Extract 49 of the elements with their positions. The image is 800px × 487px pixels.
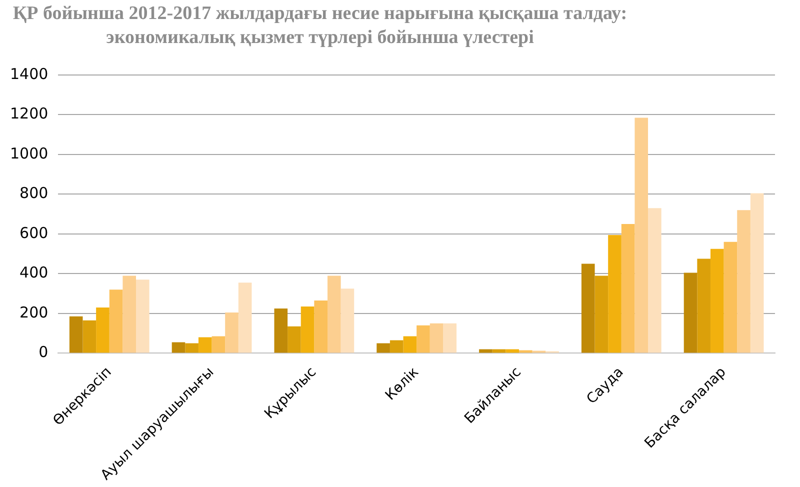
- bar: [479, 349, 492, 353]
- bar: [198, 337, 212, 353]
- bar: [327, 276, 341, 353]
- y-tick-label: 200: [20, 303, 48, 322]
- bar: [518, 350, 532, 353]
- bar: [96, 307, 110, 353]
- bar: [390, 340, 404, 353]
- bar: [737, 210, 750, 353]
- y-tick-label: 0: [38, 343, 48, 362]
- bar: [69, 316, 83, 353]
- bar: [314, 300, 328, 353]
- bar: [82, 320, 96, 353]
- bar: [376, 343, 390, 353]
- bar: [750, 193, 764, 353]
- bar: [724, 242, 738, 353]
- bar: [172, 342, 186, 353]
- bar: [581, 264, 595, 353]
- chart-title: ҚР бойынша 2012-2017 жылдардағы несие нарығына қысқаша талдау: экономикалық қызмет түрлері бойынша үлестері: [12, 2, 628, 50]
- bar: [238, 282, 252, 353]
- y-tick-label: 1200: [10, 104, 48, 123]
- bar: [710, 248, 724, 353]
- bar: [621, 224, 635, 353]
- y-tick-label: 800: [20, 184, 48, 202]
- bar: [492, 349, 506, 353]
- bar: [340, 288, 354, 353]
- bar: [403, 336, 417, 353]
- bar: [594, 276, 608, 353]
- bar: [109, 290, 123, 353]
- bar: [506, 349, 519, 353]
- bar: [634, 118, 648, 353]
- bar: [185, 343, 198, 353]
- bar: [288, 326, 301, 353]
- bar: [274, 308, 288, 353]
- bar: [212, 336, 226, 353]
- y-tick-label: 1400: [10, 64, 48, 83]
- bar: [430, 323, 444, 353]
- bar: [443, 323, 457, 353]
- bar: [608, 234, 622, 353]
- bar: [300, 306, 314, 353]
- y-tick-label: 1000: [10, 144, 48, 162]
- bar: [684, 272, 698, 353]
- bar: [697, 258, 710, 353]
- bar: [648, 208, 662, 353]
- bar: [416, 325, 430, 353]
- y-tick-label: 400: [20, 264, 48, 282]
- bar: [122, 276, 136, 353]
- bar: [225, 312, 238, 353]
- y-tick-label: 600: [20, 224, 48, 242]
- bar: [136, 280, 150, 353]
